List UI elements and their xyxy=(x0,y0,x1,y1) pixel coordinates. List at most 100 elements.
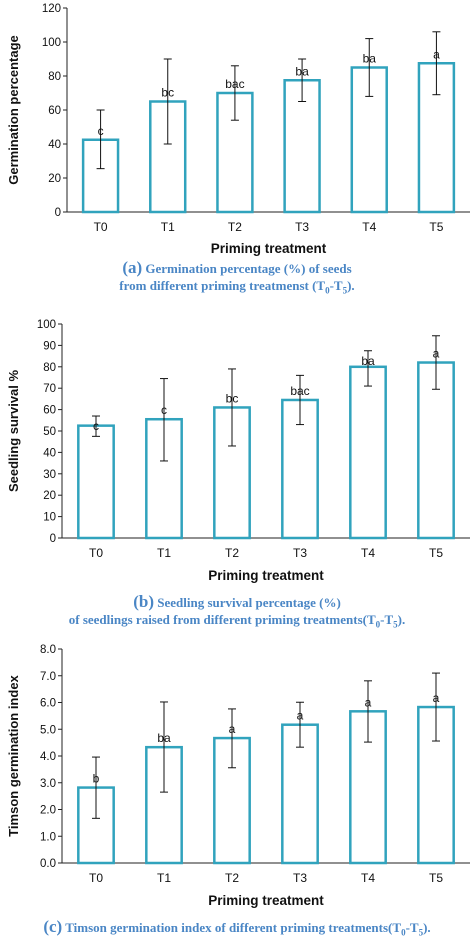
y-tick-label: 8.0 xyxy=(40,644,56,656)
y-tick-label: 30 xyxy=(43,469,56,481)
caption-c-sub2: 5 xyxy=(418,927,424,938)
caption-a-sub1: 0 xyxy=(325,285,330,296)
x-tick-label: T5 xyxy=(429,220,443,234)
significance-letter: a xyxy=(297,709,304,723)
bar-t3 xyxy=(281,723,319,865)
x-axis-title: Priming treatment xyxy=(211,241,327,256)
y-tick-label: 60 xyxy=(48,105,61,117)
y-tick-label: 50 xyxy=(43,426,56,438)
significance-letter: a xyxy=(365,695,372,709)
y-tick-label: 70 xyxy=(43,383,56,395)
significance-letter: ba xyxy=(295,64,309,78)
y-tick-label: 0 xyxy=(50,533,56,545)
caption-b-sub2: 5 xyxy=(393,619,398,630)
x-tick-label: T2 xyxy=(228,220,242,234)
x-tick-label: T5 xyxy=(429,871,443,885)
x-tick-label: T2 xyxy=(225,546,239,560)
y-tick-label: 120 xyxy=(42,3,61,15)
significance-letter: bac xyxy=(290,384,309,398)
caption-c-mid: -T xyxy=(405,920,419,935)
x-tick-label: T4 xyxy=(361,546,375,560)
y-tick-label: 2.0 xyxy=(40,805,56,817)
panel-a-germination-percentage-chart: 0 20 40 60 80 100 120 c T0 bc T1 bac T2 ba T3 ba T4 a T5 Pr… xyxy=(6,3,470,256)
significance-letter: bc xyxy=(226,391,239,405)
caption-b-line2: of seedlings raised from different primi… xyxy=(68,612,376,627)
y-tick-label: 90 xyxy=(43,340,56,352)
caption-a-line2: from different priming treatmenst (T xyxy=(119,278,326,293)
x-tick-label: T1 xyxy=(157,546,171,560)
y-tick-label: 10 xyxy=(43,512,56,524)
x-axis-title: Priming treatment xyxy=(208,893,324,908)
y-tick-label: 80 xyxy=(48,71,61,83)
caption-b-sub1: 0 xyxy=(375,619,381,630)
significance-letter: c xyxy=(98,124,104,138)
caption-b-mid: -T xyxy=(380,612,394,627)
significance-letter: bac xyxy=(225,77,244,91)
significance-letter: a xyxy=(433,691,440,705)
significance-letter: ba xyxy=(157,731,171,745)
caption-c: (c) Timson germination index of differen… xyxy=(0,918,474,942)
panel-b-seedling-survival-chart: 0 10 20 30 40 50 60 70 80 90 100 c T0 c T1 bc T2 bac T3 ba T… xyxy=(6,319,470,583)
y-tick-label: 60 xyxy=(43,405,56,417)
y-tick-label: 3.0 xyxy=(40,778,56,790)
caption-a-sub2: 5 xyxy=(342,285,348,296)
significance-letter: ba xyxy=(361,354,375,368)
x-tick-label: T3 xyxy=(293,546,307,560)
y-tick-label: 80 xyxy=(43,362,56,374)
significance-letter: c xyxy=(93,419,99,433)
bar-t5 xyxy=(417,705,455,865)
y-tick-label: 20 xyxy=(43,490,56,502)
bar-t5 xyxy=(417,361,455,540)
y-tick-label: 20 xyxy=(48,173,61,185)
y-axis-title: Germination percentage xyxy=(6,35,21,185)
significance-letter: bc xyxy=(161,86,174,100)
x-tick-label: T0 xyxy=(89,546,103,560)
y-axis-title: Seedling survival % xyxy=(6,370,21,493)
x-tick-label: T4 xyxy=(361,871,375,885)
bar-t4 xyxy=(349,365,387,540)
caption-c-letter: (c) xyxy=(43,917,63,936)
x-tick-label: T3 xyxy=(293,871,307,885)
x-tick-label: T1 xyxy=(157,871,171,885)
x-tick-label: T4 xyxy=(362,220,376,234)
x-tick-label: T1 xyxy=(161,220,175,234)
caption-a-letter: (a) xyxy=(122,258,143,277)
caption-b-post: ). xyxy=(397,612,406,627)
significance-letter: a xyxy=(433,47,440,61)
caption-b-line1: Seedling survival percentage (%) xyxy=(157,595,341,610)
panel-c-timson-index-chart: 0.0 1.0 2.0 3.0 4.0 5.0 6.0 7.0 8.0 b T0 ba T1 a T2 a T3… xyxy=(6,644,470,908)
y-tick-label: 4.0 xyxy=(40,751,56,763)
x-tick-label: T2 xyxy=(225,871,239,885)
y-tick-label: 100 xyxy=(42,37,61,49)
caption-c-post: ). xyxy=(423,920,431,935)
y-tick-label: 40 xyxy=(48,139,61,151)
caption-a-post: ). xyxy=(347,278,355,293)
y-tick-label: 1.0 xyxy=(40,831,56,843)
caption-a-mid: -T xyxy=(329,278,343,293)
x-tick-label: T0 xyxy=(89,871,103,885)
x-tick-label: T5 xyxy=(429,546,443,560)
y-tick-label: 100 xyxy=(37,319,56,331)
significance-letter: c xyxy=(161,403,167,417)
significance-letter: ba xyxy=(363,52,377,66)
caption-c-line1: Timson germination index of different pr… xyxy=(65,920,402,935)
caption-b: (b) Seedling survival percentage (%) of … xyxy=(0,593,474,634)
x-axis-title: Priming treatment xyxy=(208,568,324,583)
significance-letter: b xyxy=(93,772,100,786)
caption-c-sub1: 0 xyxy=(401,927,406,938)
y-tick-label: 0 xyxy=(55,207,61,219)
y-tick-label: 40 xyxy=(43,447,56,459)
caption-b-letter: (b) xyxy=(133,592,154,611)
bar-t0 xyxy=(77,424,115,540)
bar-t4 xyxy=(349,710,387,865)
significance-letter: a xyxy=(229,722,236,736)
caption-a-line1: Germination percentage (%) of seeds xyxy=(145,261,352,276)
significance-letter: a xyxy=(433,347,440,361)
x-tick-label: T3 xyxy=(295,220,309,234)
caption-a: (a) Germination percentage (%) of seeds … xyxy=(0,259,474,300)
y-tick-label: 0.0 xyxy=(40,858,56,870)
y-tick-label: 7.0 xyxy=(40,671,56,683)
y-tick-label: 5.0 xyxy=(40,724,56,736)
x-tick-label: T0 xyxy=(94,220,108,234)
